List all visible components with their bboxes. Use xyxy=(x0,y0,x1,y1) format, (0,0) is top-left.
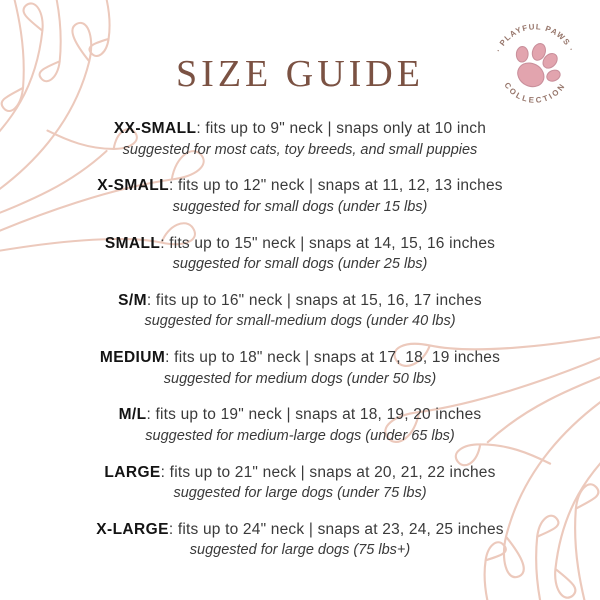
size-row-m-l: M/L: fits up to 19" neck | snaps at 18, … xyxy=(0,404,600,446)
size-details: : fits up to 9" neck | snaps only at 10 … xyxy=(196,120,487,137)
size-row-large: LARGE: fits up to 21" neck | snaps at 20… xyxy=(0,462,600,504)
size-heading: M/L: fits up to 19" neck | snaps at 18, … xyxy=(0,404,600,426)
size-heading: X-SMALL: fits up to 12" neck | snaps at … xyxy=(0,175,600,197)
size-label: M/L xyxy=(118,406,147,424)
size-heading: SMALL: fits up to 15" neck | snaps at 14… xyxy=(0,233,600,255)
branch-decoration-top-left xyxy=(0,0,205,252)
size-row-x-small: X-SMALL: fits up to 12" neck | snaps at … xyxy=(0,175,600,217)
size-note: suggested for large dogs (under 75 lbs) xyxy=(173,485,427,502)
size-details: : fits up to 24" neck | snaps at 23, 24,… xyxy=(168,520,504,538)
size-list: XX-SMALL: fits up to 9" neck | snaps onl… xyxy=(0,118,600,576)
size-heading: S/M: fits up to 16" neck | snaps at 15, … xyxy=(0,290,600,312)
size-label: X-SMALL xyxy=(97,177,169,195)
size-note: suggested for small dogs (under 25 lbs) xyxy=(172,256,428,273)
size-note: suggested for small dogs (under 15 lbs) xyxy=(172,198,428,215)
size-details: : fits up to 21" neck | snaps at 20, 21,… xyxy=(160,463,496,481)
size-note: suggested for most cats, toy breeds, and… xyxy=(122,141,478,158)
brand-badge: · PLAYFUL PAWS · COLLECTION xyxy=(494,22,575,105)
size-row-medium: MEDIUM: fits up to 18" neck | snaps at 1… xyxy=(0,347,600,389)
size-details: : fits up to 12" neck | snaps at 11, 12,… xyxy=(168,177,503,195)
size-row-small: SMALL: fits up to 15" neck | snaps at 14… xyxy=(0,233,600,275)
size-row-xx-small: XX-SMALL: fits up to 9" neck | snaps onl… xyxy=(0,118,600,160)
branch-decoration-bottom-right xyxy=(384,331,600,600)
size-label: X-LARGE xyxy=(96,520,169,538)
size-row-s-m: S/M: fits up to 16" neck | snaps at 15, … xyxy=(0,290,600,332)
size-heading: X-LARGE: fits up to 24" neck | snaps at … xyxy=(0,519,600,541)
size-label: SMALL xyxy=(104,234,161,252)
size-heading: LARGE: fits up to 21" neck | snaps at 20… xyxy=(0,462,600,484)
size-details: : fits up to 18" neck | snaps at 17, 18,… xyxy=(165,349,501,366)
size-heading: MEDIUM: fits up to 18" neck | snaps at 1… xyxy=(0,347,600,369)
size-note: suggested for small-medium dogs (under 4… xyxy=(144,313,456,330)
size-note: suggested for medium dogs (under 50 lbs) xyxy=(163,370,437,387)
size-details: : fits up to 16" neck | snaps at 15, 16,… xyxy=(146,291,482,309)
size-heading: XX-SMALL: fits up to 9" neck | snaps onl… xyxy=(0,118,600,140)
page-title: SIZE GUIDE xyxy=(176,53,424,95)
size-label: S/M xyxy=(118,291,147,309)
size-note: suggested for medium-large dogs (under 6… xyxy=(145,427,455,444)
size-label: MEDIUM xyxy=(99,349,166,366)
size-label: LARGE xyxy=(104,463,161,481)
size-row-x-large: X-LARGE: fits up to 24" neck | snaps at … xyxy=(0,519,600,561)
paw-print-icon xyxy=(515,43,561,88)
size-label: XX-SMALL xyxy=(113,120,197,137)
size-details: : fits up to 19" neck | snaps at 18, 19,… xyxy=(146,406,482,424)
size-details: : fits up to 15" neck | snaps at 14, 15,… xyxy=(160,234,496,252)
size-note: suggested for large dogs (75 lbs+) xyxy=(189,542,411,559)
